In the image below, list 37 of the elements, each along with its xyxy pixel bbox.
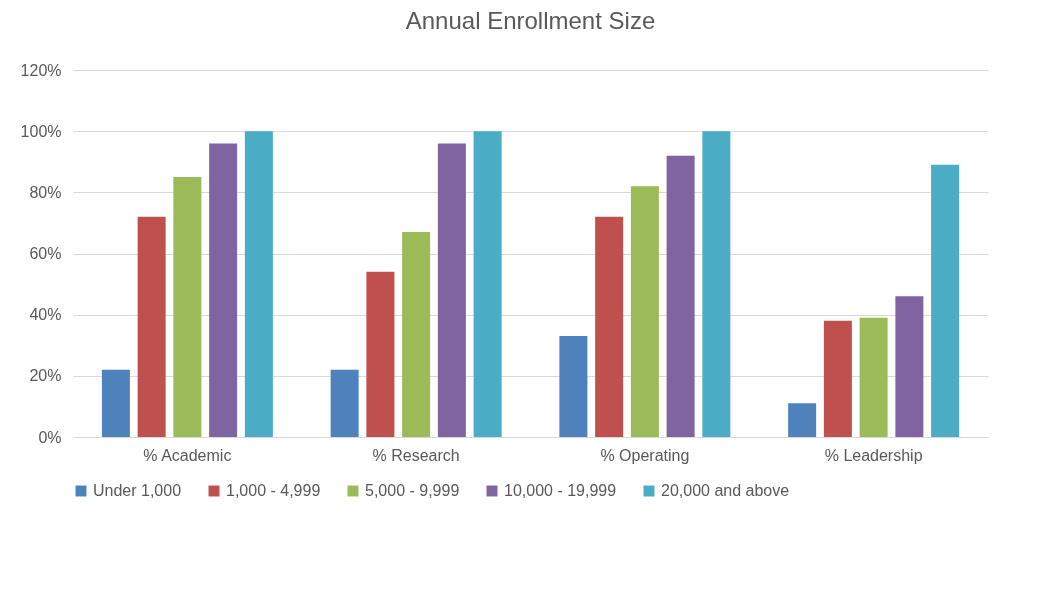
bar [666,155,695,437]
bar [473,131,502,437]
bar [559,336,588,437]
y-tick-label: 100% [20,122,62,140]
bar [101,369,130,437]
legend-label: 1,000 - 4,999 [226,482,321,499]
y-tick-label: 40% [29,306,62,324]
y-tick-label: 120% [20,61,62,79]
bar [437,143,466,437]
bar [330,369,359,437]
legend-label: 5,000 - 9,999 [365,482,460,499]
bar [366,271,395,437]
bar [630,186,659,437]
legend-label: 10,000 - 19,999 [504,482,617,499]
x-tick-label: % Operating [600,446,690,464]
bar [173,177,202,437]
chart-title: Annual Enrollment Size [405,7,656,34]
bar [702,131,731,437]
bar [244,131,273,437]
bar [137,216,166,437]
bar [859,317,888,437]
x-tick-label: % Academic [143,446,232,464]
bar [931,164,960,437]
x-tick-label: % Research [372,446,460,464]
x-tick-label: % Leadership [824,446,923,464]
legend-label: 20,000 and above [661,482,790,499]
bar [788,403,817,437]
bar [402,232,431,437]
y-tick-label: 20% [29,367,62,385]
bar [823,320,852,437]
bar [209,143,238,437]
bar [895,296,924,437]
y-tick-label: 0% [38,428,62,446]
y-tick-label: 60% [29,245,62,262]
y-tick-label: 80% [29,183,62,201]
legend-label: Under 1,000 [93,482,182,499]
bar [595,216,624,437]
